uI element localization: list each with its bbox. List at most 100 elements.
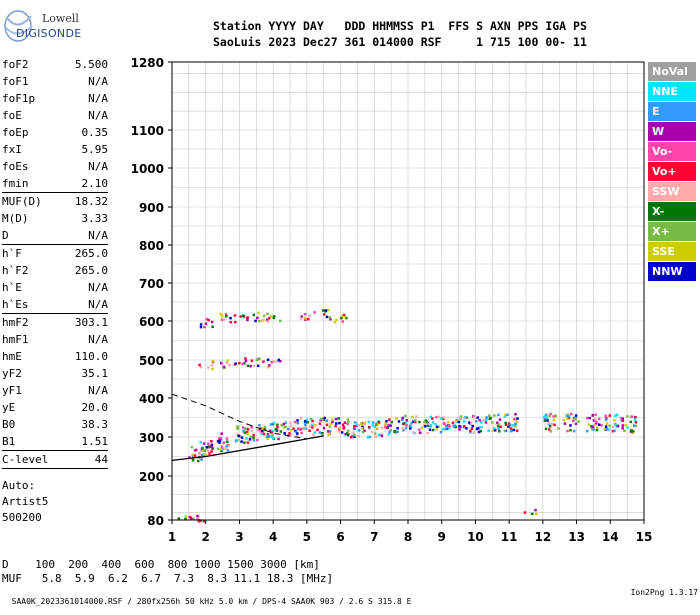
echo-point (630, 415, 634, 418)
param-value: N/A (88, 75, 108, 88)
echo-point (514, 424, 517, 428)
echo-point (344, 432, 347, 436)
echo-point (337, 428, 341, 431)
echo-point (390, 420, 393, 424)
header-row-values: SaoLuis 2023 Dec27 361 014000 RSF 1 715 … (213, 35, 587, 49)
echo-point (276, 423, 279, 427)
echo-point (271, 430, 275, 433)
echo-point (196, 514, 199, 518)
echo-point (429, 424, 432, 428)
echo-point (426, 424, 430, 427)
echo-point (631, 431, 634, 435)
x-tick-label: 4 (269, 530, 277, 544)
echo-point (308, 314, 311, 317)
echo-point (292, 427, 295, 430)
echo-point (478, 426, 481, 429)
echo-point (340, 314, 344, 318)
echo-point (236, 426, 240, 430)
echo-point (603, 427, 607, 431)
echo-point (425, 420, 428, 423)
echo-point (472, 415, 475, 418)
param-row-fxi: fxI 5.95 (2, 141, 108, 158)
echo-point (504, 429, 507, 433)
echo-point (257, 311, 260, 315)
echo-point (203, 449, 206, 452)
echo-point (361, 425, 364, 429)
echo-point (304, 421, 307, 424)
echo-point (300, 315, 303, 318)
echo-point (316, 428, 319, 432)
echo-point (226, 440, 229, 443)
echo-point (266, 365, 270, 369)
echo-point (228, 363, 231, 367)
echo-point (258, 428, 261, 432)
echo-point (383, 423, 387, 427)
echo-point (497, 413, 500, 417)
echo-point (252, 313, 256, 317)
echo-point (346, 422, 349, 426)
echo-point (299, 428, 303, 431)
echo-point (337, 417, 340, 420)
echo-point (240, 440, 243, 443)
echo-point (442, 422, 446, 425)
param-row-b0: B0 38.3 (2, 416, 108, 433)
echo-point (192, 454, 195, 458)
echo-point (272, 316, 276, 320)
echo-point (347, 420, 350, 424)
echo-point (313, 311, 316, 314)
echo-point (567, 415, 571, 418)
x-tick-label: 5 (303, 530, 311, 544)
echo-point (194, 449, 197, 452)
echo-point (355, 424, 358, 427)
echo-point (400, 418, 404, 421)
x-tick-label: 11 (501, 530, 518, 544)
echo-point (207, 445, 211, 448)
echo-point (319, 418, 322, 422)
echo-point (201, 446, 204, 450)
echo-point (299, 427, 303, 431)
echo-point (260, 429, 264, 433)
param-row-hmf2: hmF2 303.1 (2, 314, 108, 331)
echo-point (222, 365, 226, 369)
echo-point (469, 431, 472, 434)
echo-point (191, 459, 195, 462)
echo-point (303, 312, 307, 316)
echo-point (454, 425, 457, 429)
y-tick-label: 400 (139, 392, 164, 406)
echo-point (225, 440, 229, 444)
echo-point (587, 423, 591, 426)
echo-point (593, 422, 597, 426)
echo-point (313, 431, 317, 434)
echo-point (566, 416, 570, 419)
echo-point (551, 423, 555, 426)
echo-point (248, 438, 252, 441)
echo-point (343, 315, 347, 319)
echo-point (397, 420, 401, 423)
echo-point (572, 429, 576, 433)
echo-point (459, 416, 462, 420)
echo-point (226, 449, 230, 452)
echo-point (196, 459, 200, 463)
echo-point (508, 423, 512, 427)
echo-point (448, 424, 451, 427)
echo-point (370, 430, 374, 434)
param-row-ye: yE 20.0 (2, 399, 108, 416)
echo-point (293, 420, 297, 424)
profile-curves (171, 393, 324, 462)
x-tick-label: 13 (568, 530, 585, 544)
echo-point (246, 364, 250, 368)
echo-point (256, 438, 259, 442)
echo-point (341, 423, 345, 426)
echo-point (345, 432, 349, 435)
param-name: D (2, 229, 9, 242)
echo-point (246, 316, 250, 319)
echo-point (435, 427, 439, 431)
echo-point (498, 430, 501, 433)
echo-point (284, 425, 287, 429)
echo-point (220, 315, 224, 318)
echo-point (437, 415, 440, 419)
echo-point (595, 426, 599, 429)
echo-point (263, 425, 267, 429)
param-name: foF1 (2, 75, 29, 88)
echo-point (442, 416, 445, 419)
